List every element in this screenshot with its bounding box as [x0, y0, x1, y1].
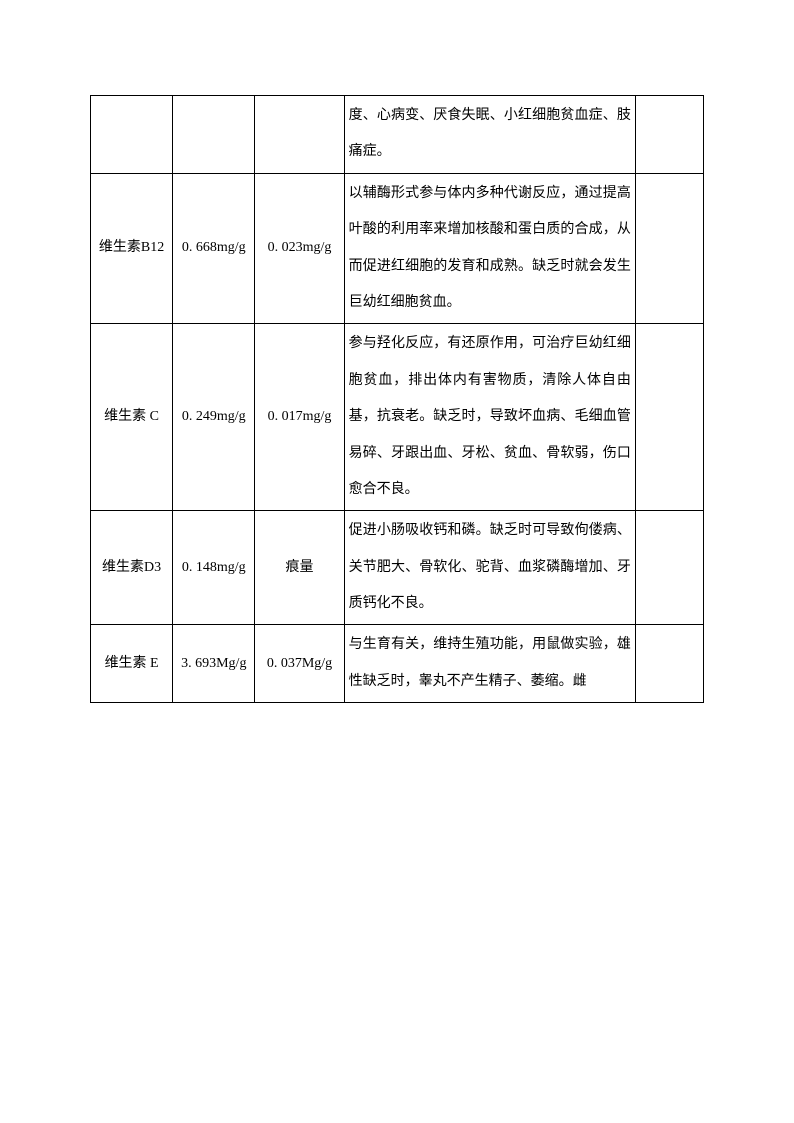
cell-amount-1: 3. 693Mg/g: [173, 625, 255, 703]
cell-vitamin-name: 维生素B12: [91, 173, 173, 324]
cell-extra: [635, 511, 703, 625]
cell-vitamin-name: 维生素D3: [91, 511, 173, 625]
cell-extra: [635, 324, 703, 511]
table-row: 维生素 C 0. 249mg/g 0. 017mg/g 参与羟化反应，有还原作用…: [91, 324, 704, 511]
table-row: 维生素D3 0. 148mg/g 痕量 促进小肠吸收钙和磷。缺乏时可导致佝偻病、…: [91, 511, 704, 625]
cell-vitamin-name: [91, 96, 173, 174]
table-row: 维生素B12 0. 668mg/g 0. 023mg/g 以辅酶形式参与体内多种…: [91, 173, 704, 324]
cell-amount-2: 0. 037Mg/g: [255, 625, 344, 703]
cell-amount-2: 痕量: [255, 511, 344, 625]
cell-description: 度、心病变、厌食失眠、小红细胞贫血症、肢痛症。: [344, 96, 635, 174]
cell-amount-1: 0. 148mg/g: [173, 511, 255, 625]
cell-amount-1: 0. 249mg/g: [173, 324, 255, 511]
cell-amount-1: 0. 668mg/g: [173, 173, 255, 324]
cell-vitamin-name: 维生素 C: [91, 324, 173, 511]
cell-description: 参与羟化反应，有还原作用，可治疗巨幼红细胞贫血，排出体内有害物质，清除人体自由基…: [344, 324, 635, 511]
cell-extra: [635, 96, 703, 174]
table-row: 度、心病变、厌食失眠、小红细胞贫血症、肢痛症。: [91, 96, 704, 174]
cell-extra: [635, 625, 703, 703]
cell-description: 促进小肠吸收钙和磷。缺乏时可导致佝偻病、关节肥大、骨软化、驼背、血浆磷酶增加、牙…: [344, 511, 635, 625]
cell-amount-2: 0. 023mg/g: [255, 173, 344, 324]
cell-extra: [635, 173, 703, 324]
table-row: 维生素 E 3. 693Mg/g 0. 037Mg/g 与生育有关，维持生殖功能…: [91, 625, 704, 703]
table-body: 度、心病变、厌食失眠、小红细胞贫血症、肢痛症。 维生素B12 0. 668mg/…: [91, 96, 704, 703]
vitamin-table: 度、心病变、厌食失眠、小红细胞贫血症、肢痛症。 维生素B12 0. 668mg/…: [90, 95, 704, 703]
cell-amount-2: 0. 017mg/g: [255, 324, 344, 511]
cell-description: 以辅酶形式参与体内多种代谢反应，通过提高叶酸的利用率来增加核酸和蛋白质的合成，从…: [344, 173, 635, 324]
cell-description: 与生育有关，维持生殖功能，用鼠做实验，雄性缺乏时，睾丸不产生精子、萎缩。雌: [344, 625, 635, 703]
cell-amount-1: [173, 96, 255, 174]
cell-amount-2: [255, 96, 344, 174]
cell-vitamin-name: 维生素 E: [91, 625, 173, 703]
